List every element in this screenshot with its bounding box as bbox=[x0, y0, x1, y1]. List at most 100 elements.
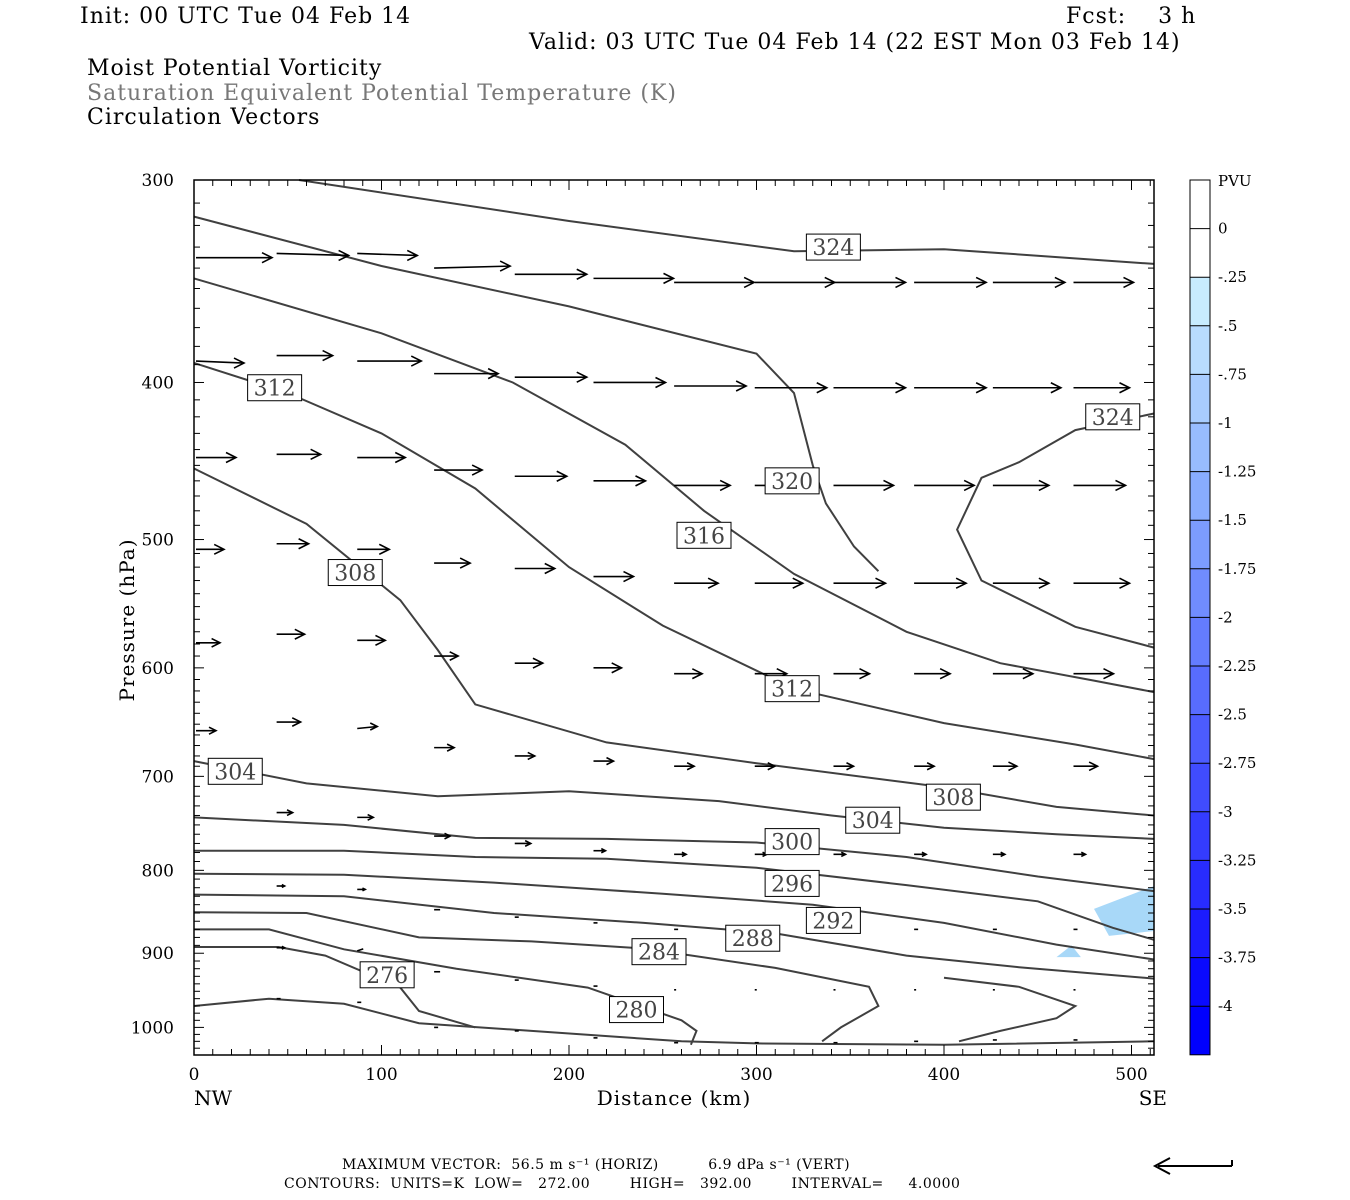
circulation-vector-head bbox=[975, 276, 988, 289]
circulation-vector-head bbox=[261, 251, 274, 264]
svg-text:304: 304 bbox=[852, 809, 894, 834]
circulation-vector-head bbox=[291, 717, 303, 727]
y-tick-label: 300 bbox=[142, 171, 174, 191]
x-tick-label: 100 bbox=[365, 1065, 397, 1085]
svg-text:280: 280 bbox=[616, 999, 658, 1024]
colorbar-swatch bbox=[1190, 568, 1210, 618]
header-valid-time: Valid: 03 UTC Tue 04 Feb 14 (22 EST Mon … bbox=[529, 30, 1181, 55]
colorbar-swatch bbox=[1190, 228, 1210, 278]
circulation-vector-head bbox=[681, 851, 688, 858]
y-tick-label: 400 bbox=[142, 373, 174, 393]
circulation-vector-head bbox=[1050, 382, 1063, 394]
circulation-vector-head bbox=[286, 809, 295, 817]
svg-text:316: 316 bbox=[683, 524, 725, 549]
x-tick-label: 400 bbox=[928, 1065, 960, 1085]
colorbar: 0 -.25 -.5 -.75 -1 -1.25 -1.5 -1.75 -2 -2.25 -2.5 -… bbox=[1189, 179, 1256, 1056]
circulation-vector-head bbox=[875, 577, 888, 589]
plot-frame bbox=[193, 179, 1155, 1056]
colorbar-swatch bbox=[1190, 520, 1210, 569]
svg-text:300: 300 bbox=[771, 831, 813, 856]
svg-text:288: 288 bbox=[732, 927, 774, 952]
contour-line-320 bbox=[193, 215, 880, 572]
pv-shade-1 bbox=[1056, 945, 1081, 958]
contour-label: 296 bbox=[764, 869, 820, 897]
circulation-vector-head bbox=[1103, 667, 1116, 680]
y-tick-label: 800 bbox=[142, 861, 174, 881]
colorbar-swatch bbox=[1190, 277, 1210, 326]
circulation-vector-head bbox=[367, 813, 376, 821]
circulation-vector-head bbox=[606, 756, 616, 766]
circulation-vector-head bbox=[1008, 761, 1019, 772]
contour-line-284 bbox=[193, 911, 880, 1043]
circulation-vector-head bbox=[623, 570, 636, 583]
circulation-vector bbox=[276, 252, 349, 257]
colorbar-swatch bbox=[1190, 325, 1210, 375]
circulation-vector-head bbox=[655, 376, 668, 389]
axes-layer: 0 100 200 300 400 500 300 400 500 600 700 800 900 100… bbox=[131, 171, 1155, 1085]
circulation-vector bbox=[357, 725, 378, 730]
circulation-vector-head bbox=[532, 657, 545, 669]
colorbar-swatch bbox=[1190, 763, 1210, 812]
circulation-vector-head bbox=[544, 562, 557, 575]
colorbar-swatch bbox=[1190, 1006, 1210, 1055]
footer-contour-info: CONTOURS: UNITS=K LOW= 272.00 HIGH= 392.… bbox=[284, 1176, 961, 1192]
colorbar-label: -3 bbox=[1218, 803, 1233, 821]
y-tick-label: 700 bbox=[142, 767, 174, 787]
colorbar-label: -2 bbox=[1218, 608, 1233, 626]
circulation-vector-head bbox=[955, 577, 968, 589]
header-forecast-hour: Fcst: 3 h bbox=[1066, 4, 1197, 29]
x-tick-label: 200 bbox=[553, 1065, 585, 1085]
contour-label: 308 bbox=[925, 783, 981, 811]
colorbar-label: -4 bbox=[1218, 997, 1233, 1015]
colorbar-swatch bbox=[1190, 860, 1210, 909]
svg-text:320: 320 bbox=[771, 470, 813, 495]
circulation-vector-head bbox=[213, 543, 226, 555]
svg-text:312: 312 bbox=[254, 377, 296, 402]
svg-text:296: 296 bbox=[771, 872, 813, 897]
contour-label: 280 bbox=[609, 996, 664, 1024]
circulation-vector-head bbox=[846, 762, 856, 771]
circulation-vector-head bbox=[686, 762, 696, 771]
circulation-vector-head bbox=[322, 349, 335, 362]
field-title-vectors: Circulation Vectors bbox=[87, 105, 321, 130]
circulation-vector-head bbox=[792, 577, 805, 589]
x-axis-right-end-label: SE bbox=[1139, 1086, 1167, 1110]
contour-label-layer: 324 324 320 316 312 312 308 308 304 304 300 296 292 2… bbox=[207, 233, 1141, 1024]
colorbar-swatch bbox=[1190, 811, 1210, 861]
circulation-vector bbox=[434, 265, 511, 269]
contour-line-288 bbox=[193, 893, 1155, 980]
colorbar-label: -1.75 bbox=[1218, 560, 1256, 578]
contour-line-324 bbox=[955, 412, 1155, 649]
svg-text:292: 292 bbox=[812, 909, 854, 934]
circulation-vector-head bbox=[375, 634, 388, 646]
contour-label: 304 bbox=[845, 806, 901, 834]
x-axis-left-end-label: NW bbox=[194, 1086, 233, 1110]
colorbar-swatch bbox=[1190, 374, 1210, 423]
circulation-vector-head bbox=[459, 557, 472, 569]
contour-line-324 bbox=[298, 179, 1155, 265]
circulation-vector-head bbox=[1115, 479, 1128, 492]
circulation-vector-head bbox=[963, 479, 976, 492]
circulation-vector-head bbox=[663, 272, 676, 285]
circulation-vector-head bbox=[471, 464, 484, 476]
circulation-vector-head bbox=[576, 371, 589, 383]
circulation-vector-head bbox=[1123, 276, 1136, 289]
circulation-vector-head bbox=[767, 762, 777, 771]
circulation-vector-head bbox=[446, 743, 456, 752]
circulation-vector-head bbox=[281, 945, 287, 950]
colorbar-swatch bbox=[1190, 957, 1210, 1007]
circulation-vector-head bbox=[576, 268, 589, 280]
circulation-vector-head bbox=[1000, 851, 1007, 858]
x-tick-label: 500 bbox=[1115, 1065, 1147, 1085]
contour-label: 320 bbox=[764, 467, 820, 495]
circulation-vector-head bbox=[294, 628, 307, 640]
circulation-vector-head bbox=[921, 851, 928, 858]
colorbar-swatch bbox=[1190, 180, 1210, 229]
circulation-vector-head bbox=[208, 726, 218, 735]
circulation-vector-head bbox=[298, 538, 311, 550]
y-tick-label: 600 bbox=[142, 659, 174, 679]
svg-text:304: 304 bbox=[214, 760, 256, 785]
footer-max-vector: MAXIMUM VECTOR: 56.5 m s⁻¹ (HORIZ) 6.9 d… bbox=[342, 1157, 851, 1173]
circulation-vector-head bbox=[338, 249, 351, 262]
